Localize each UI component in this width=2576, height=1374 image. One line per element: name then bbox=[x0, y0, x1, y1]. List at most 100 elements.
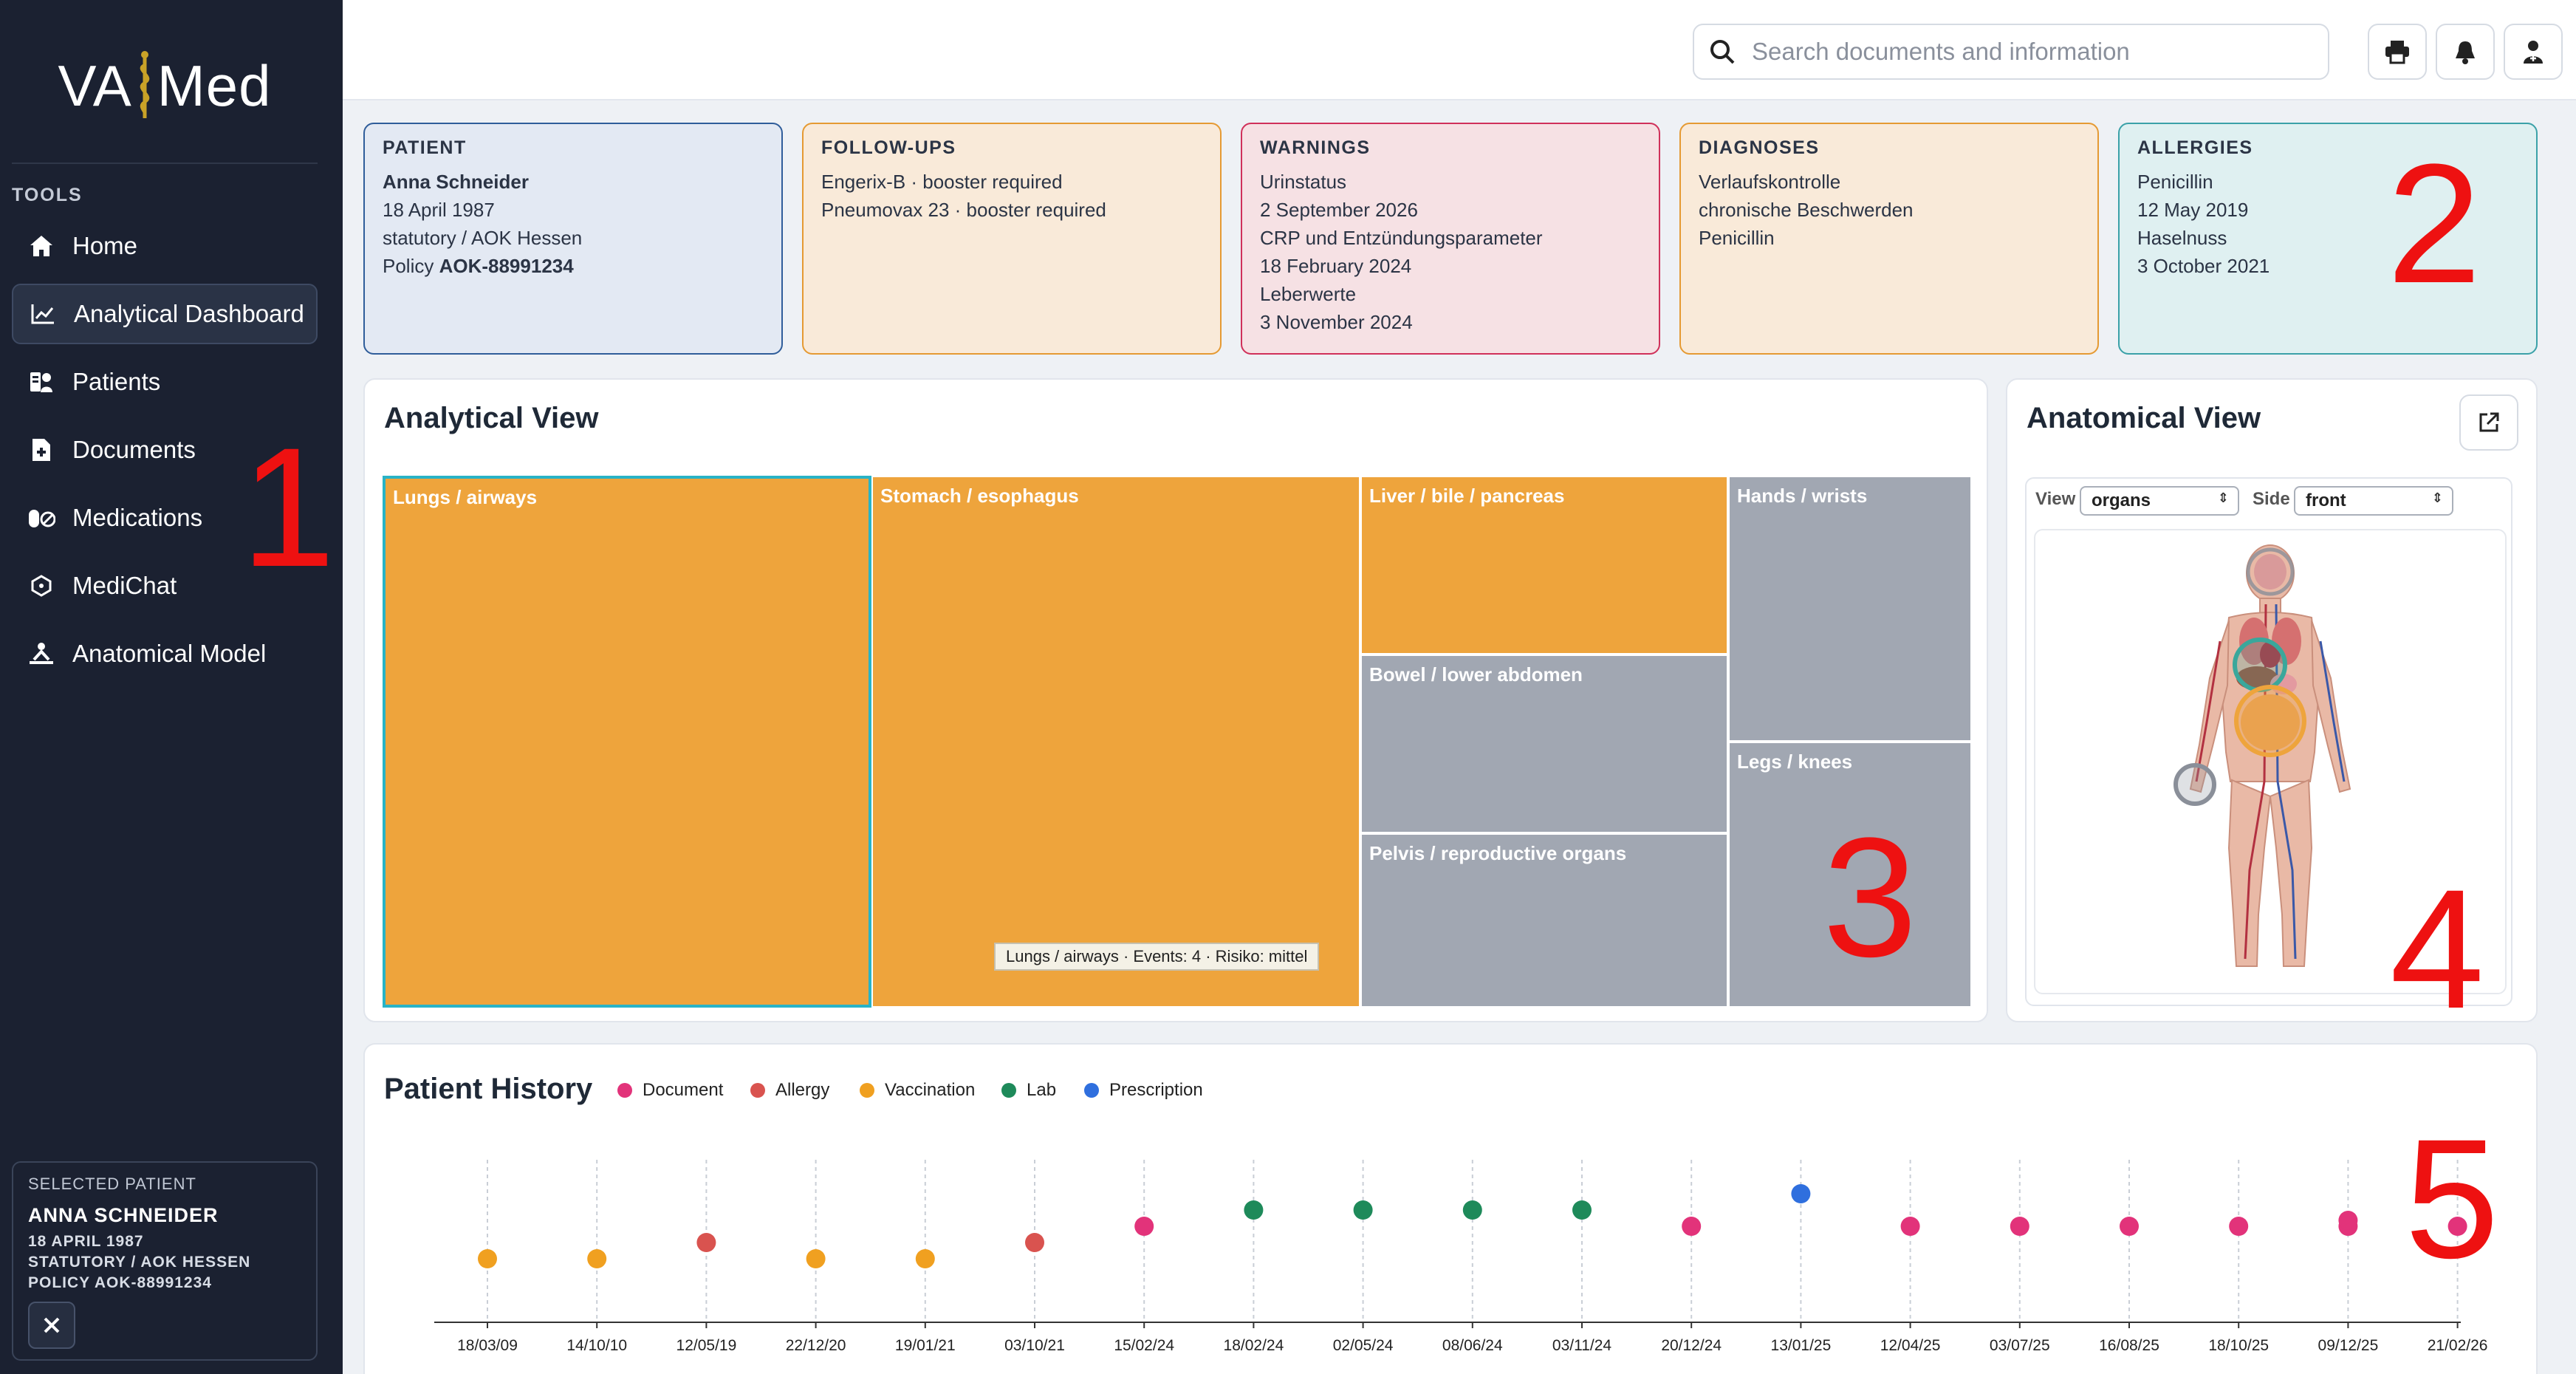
selected-patient-policy: POLICY AOK-88991234 bbox=[28, 1274, 212, 1291]
sidebar-nav: Home Analytical Dashboard Patients Docum… bbox=[12, 216, 318, 691]
treemap-cell-label: Stomach / esophagus bbox=[880, 485, 1079, 507]
timeline-event-lab[interactable] bbox=[1244, 1200, 1264, 1220]
side-select[interactable]: front ⇕ bbox=[2294, 486, 2453, 516]
logo-text-right: Med bbox=[157, 52, 272, 118]
timeline-date-label: 12/04/25 bbox=[1880, 1337, 1941, 1354]
profile-button[interactable] bbox=[2504, 24, 2563, 80]
search-box[interactable] bbox=[1693, 24, 2329, 80]
policy-label: Policy bbox=[383, 255, 439, 277]
allergy-date: 3 October 2021 bbox=[2137, 255, 2270, 277]
timeline-date-label: 03/11/24 bbox=[1552, 1337, 1612, 1354]
patient-history-panel: Patient History bbox=[363, 1043, 2538, 1374]
organ-marker-head[interactable] bbox=[2246, 547, 2295, 596]
card-title: WARNINGS bbox=[1260, 137, 1371, 158]
treemap-cell-lungs-airways[interactable]: Lungs / airways bbox=[383, 476, 871, 1008]
timeline-event-vaccination[interactable] bbox=[806, 1249, 826, 1268]
treemap-cell-legs-knees[interactable]: Legs / knees bbox=[1728, 742, 1972, 1008]
timeline-event-document[interactable] bbox=[2229, 1217, 2249, 1236]
timeline-event-document[interactable] bbox=[2010, 1217, 2029, 1236]
timeline-event-document[interactable] bbox=[2120, 1217, 2139, 1236]
sidebar-item-label: Home bbox=[72, 232, 138, 259]
analytical-view-panel: Analytical View Lungs / airways Stomach … bbox=[363, 378, 1988, 1022]
sidebar-item-label: Anatomical Model bbox=[72, 640, 267, 667]
timeline-date-label: 18/10/25 bbox=[2208, 1337, 2269, 1354]
legend-item-document[interactable]: Document bbox=[617, 1080, 723, 1101]
annotation-number-1: 1 bbox=[241, 412, 335, 602]
treemap-cell-label: Pelvis / reproductive organs bbox=[1369, 842, 1627, 864]
print-button[interactable] bbox=[2368, 24, 2427, 80]
sidebar-item-documents[interactable]: Documents bbox=[12, 420, 318, 480]
anatomical-canvas[interactable]: 4 bbox=[2034, 529, 2507, 1034]
timeline-event-lab[interactable] bbox=[1353, 1200, 1373, 1220]
treemap-cell-hands-wrists[interactable]: Hands / wrists bbox=[1728, 476, 1972, 742]
followup-item: Pneumovax 23 · booster required bbox=[821, 199, 1106, 221]
timeline-event-document[interactable] bbox=[1134, 1217, 1154, 1236]
sidebar-item-medications[interactable]: Medications bbox=[12, 488, 318, 548]
legend-item-vaccination[interactable]: Vaccination bbox=[860, 1080, 975, 1101]
timeline-event-allergy[interactable] bbox=[696, 1233, 716, 1252]
organ-marker-stomach[interactable] bbox=[2234, 685, 2306, 757]
timeline-event-prescription[interactable] bbox=[1791, 1184, 1811, 1203]
timeline-event-vaccination[interactable] bbox=[587, 1249, 607, 1268]
treemap-cell-pelvis-reproductive-organs[interactable]: Pelvis / reproductive organs bbox=[1360, 833, 1728, 1008]
timeline-event-document[interactable] bbox=[1682, 1217, 1702, 1236]
patient-card: PATIENT Anna Schneider 18 April 1987 sta… bbox=[363, 123, 783, 355]
deselect-patient-button[interactable] bbox=[28, 1302, 75, 1349]
warnings-card: WARNINGS Urinstatus 2 September 2026 CRP… bbox=[1241, 123, 1660, 355]
sidebar-item-medichat[interactable]: MediChat bbox=[12, 556, 318, 616]
card-title: ALLERGIES bbox=[2137, 137, 2253, 158]
treemap-cell-stomach-esophagus[interactable]: Stomach / esophagus bbox=[871, 476, 1360, 1008]
treemap-cell-label: Legs / knees bbox=[1737, 751, 1853, 773]
sidebar-item-analytical-dashboard[interactable]: Analytical Dashboard bbox=[12, 284, 318, 344]
organ-marker-lungs[interactable] bbox=[2233, 638, 2287, 692]
treemap-cell-liver-bile-pancreas[interactable]: Liver / bile / pancreas bbox=[1360, 476, 1728, 654]
human-body-figure[interactable] bbox=[2035, 530, 2505, 993]
legend-item-allergy[interactable]: Allergy bbox=[750, 1080, 829, 1101]
organ-marker-hand[interactable] bbox=[2174, 763, 2216, 806]
app-logo[interactable]: VA Med bbox=[0, 41, 329, 130]
timeline-date-label: 20/12/24 bbox=[1661, 1337, 1722, 1354]
timeline-event-document[interactable] bbox=[2447, 1217, 2467, 1236]
timeline-event-allergy[interactable] bbox=[1025, 1233, 1044, 1252]
timeline-event-document[interactable] bbox=[2338, 1211, 2358, 1230]
timeline-date-label: 13/01/25 bbox=[1771, 1337, 1832, 1354]
top-bar bbox=[343, 0, 2576, 100]
timeline-event-lab[interactable] bbox=[1572, 1200, 1592, 1220]
patient-history-timeline: 18/03/09 14/10/10 12/05/19 22/12/20 19/01/21… bbox=[434, 1160, 2488, 1354]
sidebar-item-anatomical-model[interactable]: Anatomical Model bbox=[12, 623, 318, 684]
timeline-date-label: 03/07/25 bbox=[1990, 1337, 2050, 1354]
open-external-button[interactable] bbox=[2459, 394, 2518, 451]
view-select[interactable]: organs ⇕ bbox=[2080, 486, 2239, 516]
user-md-icon bbox=[2524, 41, 2543, 64]
treemap-cell-label: Bowel / lower abdomen bbox=[1369, 663, 1583, 686]
close-icon bbox=[44, 1317, 60, 1333]
timeline-event-vaccination[interactable] bbox=[478, 1249, 497, 1268]
patient-name: Anna Schneider bbox=[383, 171, 529, 193]
sidebar-item-home[interactable]: Home bbox=[12, 216, 318, 276]
timeline-event-vaccination[interactable] bbox=[915, 1249, 935, 1268]
timeline-date-label: 16/08/25 bbox=[2099, 1337, 2159, 1354]
pills-icon bbox=[27, 503, 56, 533]
logo-text-left: VA bbox=[58, 52, 132, 118]
legend-label: Vaccination bbox=[885, 1080, 976, 1100]
search-input[interactable] bbox=[1752, 38, 2313, 66]
timeline-date-label: 21/02/26 bbox=[2428, 1337, 2488, 1354]
legend-item-lab[interactable]: Lab bbox=[1001, 1080, 1056, 1101]
timeline-date-label: 18/03/09 bbox=[457, 1337, 518, 1354]
timeline-event-lab[interactable] bbox=[1462, 1200, 1482, 1220]
view-label: View bbox=[2035, 489, 2076, 509]
sidebar-item-patients[interactable]: Patients bbox=[12, 352, 318, 412]
legend-item-prescription[interactable]: Prescription bbox=[1084, 1080, 1203, 1101]
notifications-button[interactable] bbox=[2436, 24, 2495, 80]
timeline-date-label: 12/05/19 bbox=[676, 1337, 737, 1354]
selected-patient-name: ANNA SCHNEIDER bbox=[28, 1204, 219, 1226]
legend-label: Document bbox=[643, 1080, 724, 1100]
timeline-event-document[interactable] bbox=[1900, 1217, 1920, 1236]
treemap-cell-bowel-lower-abdomen[interactable]: Bowel / lower abdomen bbox=[1360, 654, 1728, 833]
followup-item: Engerix-B · booster required bbox=[821, 171, 1063, 193]
diagnosis-item: Verlaufskontrolle bbox=[1699, 171, 1841, 193]
warning-date: 3 November 2024 bbox=[1260, 311, 1413, 333]
annotation-number-2: 2 bbox=[2387, 129, 2481, 318]
annotation-number-5: 5 bbox=[2405, 1104, 2499, 1293]
sidebar-item-label: MediChat bbox=[72, 572, 177, 599]
